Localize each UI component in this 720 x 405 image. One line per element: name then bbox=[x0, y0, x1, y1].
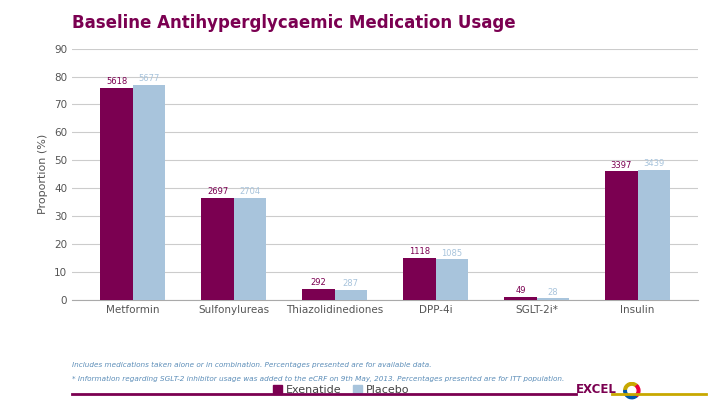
Text: 3439: 3439 bbox=[643, 159, 665, 168]
Bar bbox=[606, 171, 638, 300]
Text: 49: 49 bbox=[516, 286, 526, 295]
Text: 2704: 2704 bbox=[239, 187, 261, 196]
Bar bbox=[202, 198, 234, 300]
Bar bbox=[504, 297, 536, 300]
Text: 1118: 1118 bbox=[409, 247, 430, 256]
Bar bbox=[302, 288, 335, 300]
Wedge shape bbox=[632, 385, 640, 396]
Bar bbox=[101, 87, 132, 300]
Bar bbox=[234, 198, 266, 300]
Bar bbox=[403, 258, 436, 300]
Text: 1085: 1085 bbox=[441, 249, 462, 258]
Wedge shape bbox=[624, 390, 637, 399]
Text: * Information regarding SGLT-2 inhibitor usage was added to the eCRF on 9th May,: * Information regarding SGLT-2 inhibitor… bbox=[72, 375, 564, 382]
Bar bbox=[638, 170, 670, 300]
Text: 292: 292 bbox=[311, 278, 326, 287]
Text: 3397: 3397 bbox=[611, 161, 632, 170]
Circle shape bbox=[628, 386, 636, 394]
Wedge shape bbox=[624, 383, 637, 390]
Y-axis label: Proportion (%): Proportion (%) bbox=[38, 134, 48, 214]
Legend: Exenatide, Placebo: Exenatide, Placebo bbox=[269, 381, 414, 400]
Bar bbox=[335, 290, 367, 300]
Bar bbox=[132, 85, 165, 300]
Text: Baseline Antihyperglycaemic Medication Usage: Baseline Antihyperglycaemic Medication U… bbox=[72, 15, 516, 32]
Text: Includes medications taken alone or in combination. Percentages presented are fo: Includes medications taken alone or in c… bbox=[72, 361, 431, 367]
Text: 5618: 5618 bbox=[106, 77, 127, 86]
Text: 287: 287 bbox=[343, 279, 359, 288]
Bar bbox=[436, 259, 468, 300]
Text: 28: 28 bbox=[547, 288, 558, 296]
Text: 2697: 2697 bbox=[207, 187, 228, 196]
Text: 5677: 5677 bbox=[138, 74, 160, 83]
Text: EXCEL: EXCEL bbox=[576, 383, 617, 396]
Bar bbox=[536, 298, 569, 300]
